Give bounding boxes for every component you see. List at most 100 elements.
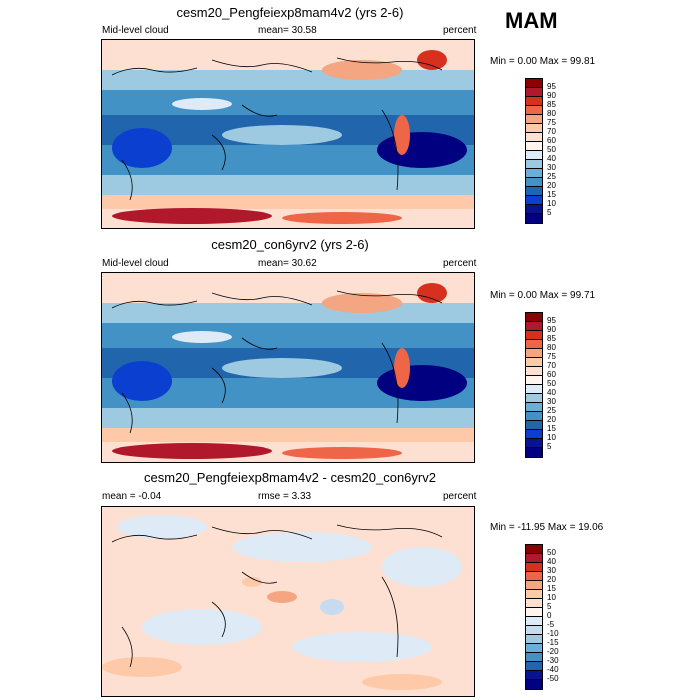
colorbar-level-label: 20: [547, 415, 556, 424]
colorbar-swatch: [526, 187, 542, 196]
colorbar-swatch: [526, 448, 542, 457]
colorbar-level-label: 20: [547, 181, 556, 190]
colorbar-swatch: [526, 169, 542, 178]
colorbar-swatch: [526, 385, 542, 394]
colorbar-level-label: -10: [547, 629, 559, 638]
colorbar-swatch: [526, 590, 542, 599]
colorbar-level-label: 20: [547, 575, 556, 584]
colorbar-swatch: [526, 545, 542, 554]
colorbar-swatch: [526, 205, 542, 214]
colorbar-swatch: [526, 196, 542, 205]
panel-2-right-label: percent: [443, 258, 477, 269]
colorbar-swatch: [526, 214, 542, 223]
panel-1-center-label: mean= 30.58: [258, 25, 317, 36]
colorbar-level-label: 10: [547, 593, 556, 602]
colorbar-swatch: [526, 563, 542, 572]
panel-1-title: cesm20_Pengfeiexp8mam4v2 (yrs 2-6): [176, 5, 404, 20]
colorbar-swatch: [526, 412, 542, 421]
colorbar-level-label: 5: [547, 442, 552, 451]
colorbar-swatch: [526, 79, 542, 88]
colorbar-level-label: -20: [547, 647, 559, 656]
colorbar-level-label: 5: [547, 602, 552, 611]
colorbar-swatch: [526, 340, 542, 349]
colorbar-swatch: [526, 671, 542, 680]
panel-1-left-label: Mid-level cloud: [102, 25, 169, 36]
colorbar-level-label: 0: [547, 611, 552, 620]
colorbar-swatch: [526, 178, 542, 187]
colorbar-swatch: [526, 349, 542, 358]
colorbar-swatch: [526, 439, 542, 448]
panel-3-center-label: rmse = 3.33: [258, 491, 312, 502]
colorbar-swatch: [526, 653, 542, 662]
colorbar-swatch: [526, 322, 542, 331]
colorbar-level-label: 10: [547, 199, 556, 208]
colorbar-swatch: [526, 88, 542, 97]
colorbar-level-label: 80: [547, 343, 556, 352]
colorbar-swatch: [526, 142, 542, 151]
colorbar-swatch: [526, 599, 542, 608]
colorbar-swatch: [526, 608, 542, 617]
colorbar-swatch: [526, 662, 542, 671]
panel-3-colorbar: [525, 544, 543, 690]
colorbar-level-label: 40: [547, 557, 556, 566]
colorbar-swatch: [526, 421, 542, 430]
colorbar-swatch: [526, 403, 542, 412]
colorbar-level-label: 95: [547, 82, 556, 91]
colorbar-level-label: 40: [547, 154, 556, 163]
panel-3-right-label: percent: [443, 491, 477, 502]
colorbar-level-label: -40: [547, 665, 559, 674]
colorbar-swatch: [526, 115, 542, 124]
colorbar-level-label: 70: [547, 361, 556, 370]
colorbar-swatch: [526, 358, 542, 367]
panel-2-minmax: Min = 0.00 Max = 99.71: [490, 290, 596, 301]
panel-3-map: [101, 506, 475, 697]
colorbar-swatch: [526, 313, 542, 322]
panel-1-colorbar: [525, 78, 543, 224]
colorbar-level-label: 75: [547, 118, 556, 127]
colorbar-swatch: [526, 572, 542, 581]
colorbar-swatch: [526, 394, 542, 403]
colorbar-level-label: 15: [547, 584, 556, 593]
colorbar-level-label: 30: [547, 566, 556, 575]
colorbar-swatch: [526, 680, 542, 689]
panel-1-right-label: percent: [443, 25, 477, 36]
colorbar-level-label: 15: [547, 424, 556, 433]
colorbar-level-label: 60: [547, 136, 556, 145]
colorbar-level-label: 80: [547, 109, 556, 118]
colorbar-level-label: 90: [547, 91, 556, 100]
colorbar-level-label: -50: [547, 674, 559, 683]
panel-3-title: cesm20_Pengfeiexp8mam4v2 - cesm20_con6yr…: [144, 470, 436, 485]
colorbar-swatch: [526, 554, 542, 563]
colorbar-level-label: 5: [547, 208, 552, 217]
panel-2-center-label: mean= 30.62: [258, 258, 317, 269]
colorbar-level-label: 95: [547, 316, 556, 325]
colorbar-level-label: 15: [547, 190, 556, 199]
colorbar-swatch: [526, 581, 542, 590]
colorbar-level-label: -30: [547, 656, 559, 665]
colorbar-swatch: [526, 124, 542, 133]
panel-3-left-label: mean = -0.04: [102, 491, 162, 502]
colorbar-swatch: [526, 106, 542, 115]
colorbar-swatch: [526, 430, 542, 439]
colorbar-level-label: 40: [547, 388, 556, 397]
colorbar-level-label: 75: [547, 352, 556, 361]
colorbar-swatch: [526, 151, 542, 160]
colorbar-swatch: [526, 617, 542, 626]
colorbar-swatch: [526, 133, 542, 142]
panel-2-left-label: Mid-level cloud: [102, 258, 169, 269]
panel-2-map: [101, 272, 475, 463]
colorbar-swatch: [526, 626, 542, 635]
colorbar-level-label: 25: [547, 172, 556, 181]
colorbar-swatch: [526, 367, 542, 376]
colorbar-swatch: [526, 160, 542, 169]
colorbar-level-label: 85: [547, 100, 556, 109]
colorbar-swatch: [526, 635, 542, 644]
colorbar-level-label: 85: [547, 334, 556, 343]
colorbar-level-label: 30: [547, 397, 556, 406]
colorbar-level-label: 60: [547, 370, 556, 379]
season-label: MAM: [505, 8, 558, 33]
colorbar-level-label: -15: [547, 638, 559, 647]
colorbar-swatch: [526, 97, 542, 106]
colorbar-swatch: [526, 644, 542, 653]
colorbar-level-label: 90: [547, 325, 556, 334]
